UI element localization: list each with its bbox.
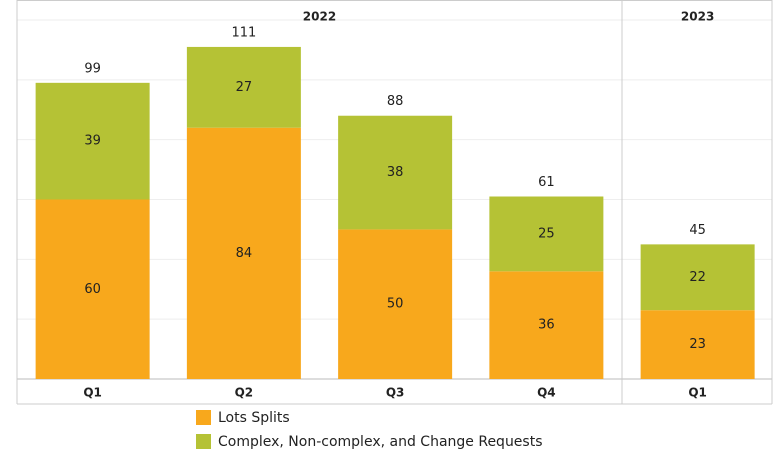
x-tick-label: Q3 [386, 386, 405, 400]
group-label: 2023 [681, 10, 714, 24]
value-label: 84 [236, 246, 253, 261]
value-label: 27 [236, 80, 253, 95]
bar-segment [338, 115, 453, 230]
bar-segment [640, 244, 755, 311]
value-label: 38 [387, 165, 404, 180]
legend-label: Lots Splits [218, 410, 290, 426]
x-tick-label: Q1 [688, 386, 707, 400]
bar-segment [489, 271, 604, 379]
group-label: 2022 [303, 10, 336, 24]
value-label: 36 [538, 318, 555, 333]
legend-swatch [196, 410, 211, 425]
value-label: 50 [387, 297, 404, 312]
bar-segment [338, 229, 453, 379]
x-tick-label: Q1 [83, 386, 102, 400]
total-label: 99 [84, 61, 101, 76]
bar-segment [35, 199, 150, 379]
bar-segment [640, 310, 755, 379]
total-label: 61 [538, 175, 555, 190]
value-label: 25 [538, 226, 555, 241]
bar-segment [186, 46, 301, 128]
x-tick-label: Q2 [235, 386, 254, 400]
value-label: 60 [84, 282, 101, 297]
value-label: 39 [84, 134, 101, 149]
total-label: 45 [689, 223, 706, 238]
value-label: 22 [689, 270, 706, 285]
legend-label: Complex, Non-complex, and Change Request… [218, 434, 543, 450]
x-tick-label: Q4 [537, 386, 556, 400]
bar-segment [35, 82, 150, 200]
legend-swatch [196, 434, 211, 449]
bar-segment [186, 127, 301, 379]
bar-segment [489, 196, 604, 272]
total-label: 88 [387, 94, 404, 109]
total-label: 111 [231, 25, 256, 40]
value-label: 23 [689, 337, 706, 352]
